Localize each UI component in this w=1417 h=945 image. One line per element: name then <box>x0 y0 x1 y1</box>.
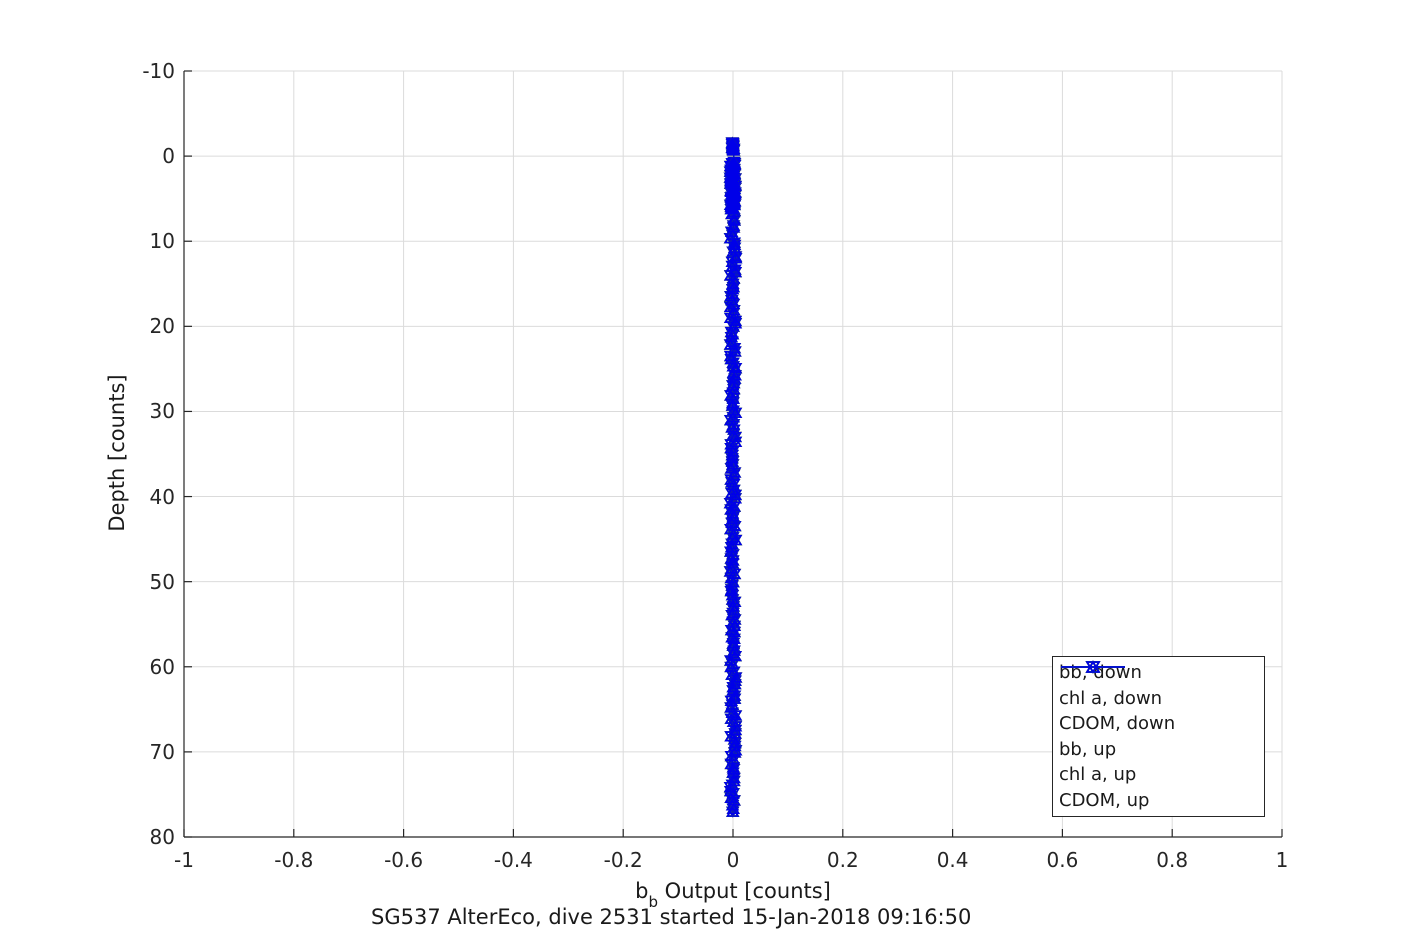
legend-entry: CDOM, up <box>1053 660 1264 813</box>
triangle-up-marker <box>727 236 742 248</box>
triangle-up-marker <box>724 290 738 302</box>
triangle-up-marker <box>728 488 743 501</box>
legend-entry: chl a, up <box>1053 660 1264 787</box>
triangle-up-marker <box>728 740 742 752</box>
y-tick-label: 80 <box>149 825 175 849</box>
series-cdom-up <box>723 136 743 817</box>
legend-entry: CDOM, down <box>1053 661 1264 736</box>
triangle-up-marker <box>726 478 740 491</box>
triangle-up-marker <box>726 557 740 569</box>
y-tick-label: -10 <box>142 59 175 83</box>
y-tick-label: 0 <box>162 144 175 169</box>
triangle-up-marker <box>728 650 743 662</box>
x-axis-label: bb Output [counts] <box>184 879 1282 910</box>
triangle-up-marker <box>725 399 740 411</box>
y-tick-label: 30 <box>149 399 175 424</box>
x-axis-label-rest: Output [counts] <box>658 879 831 903</box>
y-tick-label: 40 <box>149 484 175 509</box>
x-tick-label: 0.4 <box>936 848 969 872</box>
triangle-up-marker <box>726 761 741 773</box>
x-axis-label-subscript: b <box>648 893 658 912</box>
triangle-up-marker <box>726 144 741 156</box>
triangle-up-marker <box>727 342 742 354</box>
triangle-up-marker <box>727 689 742 701</box>
triangle-up-marker <box>725 188 739 200</box>
triangle-up-marker <box>725 589 740 601</box>
triangle-up-marker <box>725 513 740 525</box>
triangle-up-marker <box>728 724 743 736</box>
triangle-up-marker <box>726 404 740 416</box>
x-tick-label: -0.4 <box>493 848 533 872</box>
legend: bb, down chl a, down CDOM, down bb, up chl a… <box>1052 656 1265 817</box>
x-tick-label: 0.2 <box>826 848 859 872</box>
legend-label: chl a, down <box>1059 687 1163 709</box>
triangle-up-marker <box>727 304 741 316</box>
legend-entry: bb, up <box>1053 660 1264 762</box>
triangle-up-marker <box>723 350 738 362</box>
y-tick-label: 70 <box>149 739 175 764</box>
y-axis-label: Depth [counts] <box>105 374 129 532</box>
triangle-up-marker <box>723 338 738 350</box>
triangle-up-marker <box>726 360 740 372</box>
triangle-up-marker <box>723 781 738 793</box>
x-tick-label: -0.8 <box>274 848 314 872</box>
x-tick-label: -1 <box>174 848 194 872</box>
y-tick-label: 60 <box>149 654 175 679</box>
triangle-up-marker <box>725 799 740 811</box>
x-tick-label: 1 <box>1275 848 1289 872</box>
y-tick-label: 20 <box>149 314 175 339</box>
x-tick-label: 0.8 <box>1156 848 1189 872</box>
triangle-up-marker <box>728 345 742 357</box>
y-tick-label: 10 <box>149 229 175 254</box>
triangle-up-marker <box>726 277 740 289</box>
triangle-up-marker <box>723 232 738 244</box>
triangle-up-marker <box>727 383 741 395</box>
triangle-up-marker <box>725 255 740 268</box>
x-tick-label: -0.6 <box>384 848 424 872</box>
y-tick-label: 50 <box>149 569 175 594</box>
legend-label: chl a, up <box>1059 764 1137 786</box>
x-axis-label-base: b <box>635 879 649 903</box>
legend-label: CDOM, up <box>1059 789 1150 811</box>
triangle-up-marker <box>726 805 740 817</box>
triangle-up-marker <box>726 802 740 814</box>
triangle-up-marker <box>728 263 742 275</box>
triangle-up-marker <box>726 615 740 627</box>
x-tick-label: -0.2 <box>603 848 643 872</box>
triangle-up-marker <box>726 169 740 182</box>
legend-label: bb, up <box>1059 738 1117 760</box>
legend-triangle-up-icon <box>1061 660 1125 673</box>
x-tick-label: 0 <box>726 848 740 872</box>
triangle-up-marker <box>726 681 740 693</box>
plot-title: SG537 AlterEco, dive 2531 started 15-Jan… <box>371 905 972 929</box>
triangle-up-marker <box>724 585 738 597</box>
triangle-up-marker <box>728 431 743 443</box>
x-tick-label: 0.6 <box>1046 848 1079 872</box>
legend-entry: chl a, down <box>1053 661 1264 711</box>
legend-label: CDOM, down <box>1059 713 1176 735</box>
triangle-up-marker <box>723 311 738 323</box>
